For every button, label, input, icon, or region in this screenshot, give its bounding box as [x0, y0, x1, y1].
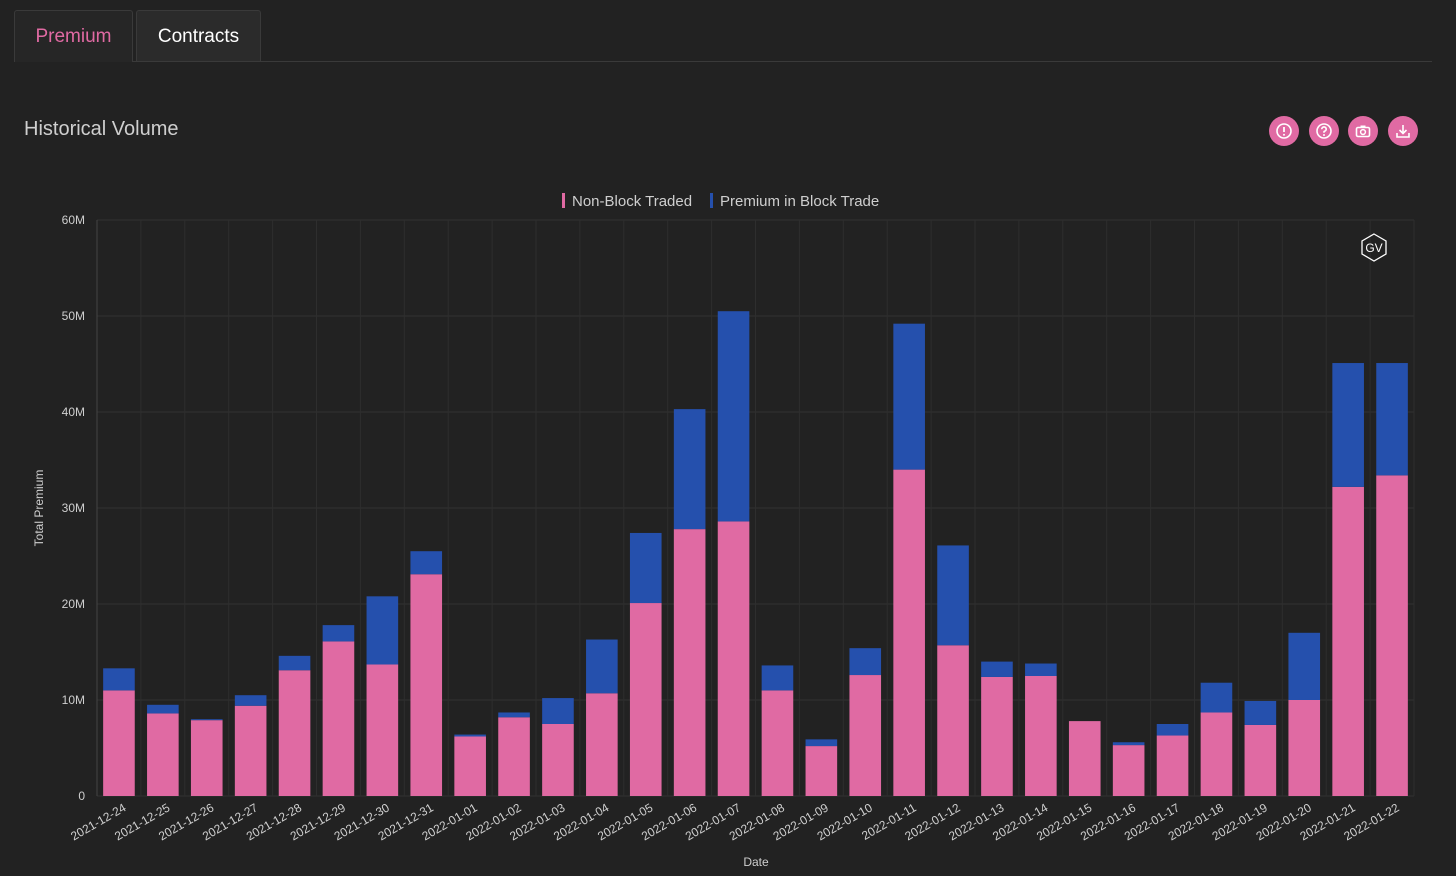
- bar-non-block[interactable]: [937, 645, 969, 796]
- bar-block-trade[interactable]: [454, 734, 486, 737]
- y-tick-label: 50M: [62, 309, 85, 323]
- bar-non-block[interactable]: [1376, 475, 1408, 796]
- bar-block-trade[interactable]: [1244, 700, 1277, 725]
- y-tick-label: 10M: [62, 693, 85, 707]
- bar-non-block[interactable]: [805, 746, 838, 796]
- bar-block-trade[interactable]: [761, 665, 794, 691]
- bar-non-block[interactable]: [849, 675, 882, 796]
- bar-block-trade[interactable]: [1156, 724, 1189, 736]
- tab-contracts[interactable]: Contracts: [136, 10, 261, 61]
- bar-block-trade[interactable]: [147, 704, 179, 714]
- legend-label-non-block[interactable]: Non-Block Traded: [572, 193, 692, 210]
- gridlines: [96, 219, 1415, 797]
- tab-premium[interactable]: Premium: [14, 10, 133, 62]
- bar-block-trade[interactable]: [234, 695, 267, 706]
- legend-swatch-block: [710, 193, 713, 208]
- gv-watermark: GV: [1361, 233, 1387, 262]
- bar-non-block[interactable]: [586, 693, 618, 796]
- bar-block-trade[interactable]: [805, 739, 838, 747]
- bar-block-trade[interactable]: [1112, 742, 1145, 746]
- y-tick-label: 20M: [62, 597, 85, 611]
- bar-block-trade[interactable]: [366, 596, 399, 665]
- bar-non-block[interactable]: [322, 641, 355, 796]
- y-axis-title: Total Premium: [32, 470, 46, 547]
- bar-non-block[interactable]: [190, 720, 223, 796]
- bar-non-block[interactable]: [1156, 735, 1189, 796]
- bar-non-block[interactable]: [1332, 486, 1364, 796]
- alert-icon[interactable]: [1269, 116, 1299, 146]
- bar-block-trade[interactable]: [190, 719, 223, 721]
- bar-block-trade[interactable]: [673, 409, 706, 530]
- legend: Non-Block Traded Premium in Block Trade: [562, 193, 879, 210]
- bar-block-trade[interactable]: [322, 625, 355, 642]
- watermark-text: GV: [1365, 241, 1382, 255]
- bar-block-trade[interactable]: [849, 648, 882, 676]
- chart-title: Historical Volume: [24, 118, 179, 140]
- bar-non-block[interactable]: [454, 736, 486, 796]
- x-axis-title: Date: [743, 855, 769, 869]
- bar-block-trade[interactable]: [498, 712, 530, 718]
- bar-block-trade[interactable]: [717, 311, 750, 522]
- bar-non-block[interactable]: [629, 603, 662, 796]
- bar-non-block[interactable]: [981, 676, 1013, 796]
- bar-block-trade[interactable]: [1025, 663, 1057, 676]
- bar-non-block[interactable]: [542, 724, 574, 796]
- bars: [103, 311, 1408, 796]
- camera-icon[interactable]: [1348, 116, 1378, 146]
- legend-swatch-non-block: [562, 193, 565, 208]
- help-icon[interactable]: [1309, 116, 1339, 146]
- bar-block-trade[interactable]: [981, 661, 1013, 677]
- bar-non-block[interactable]: [410, 574, 443, 796]
- y-tick-label: 60M: [62, 213, 85, 227]
- bar-block-trade[interactable]: [586, 639, 618, 694]
- y-tick-label: 30M: [62, 501, 85, 515]
- bar-non-block[interactable]: [1244, 724, 1277, 796]
- bar-non-block[interactable]: [1200, 712, 1233, 796]
- bar-block-trade[interactable]: [893, 323, 925, 470]
- x-tick-labels: 2021-12-242021-12-252021-12-262021-12-27…: [68, 800, 1402, 843]
- bar-block-trade[interactable]: [1288, 632, 1321, 700]
- tab-bar: Premium Contracts: [14, 10, 1432, 62]
- bar-non-block[interactable]: [1068, 721, 1101, 796]
- bar-block-trade[interactable]: [937, 545, 969, 646]
- download-icon[interactable]: [1388, 116, 1418, 146]
- bar-non-block[interactable]: [234, 705, 267, 796]
- bar-block-trade[interactable]: [629, 532, 662, 604]
- bar-non-block[interactable]: [366, 664, 399, 796]
- y-tick-label: 0: [78, 789, 85, 803]
- bar-block-trade[interactable]: [1332, 363, 1364, 487]
- bar-non-block[interactable]: [673, 529, 706, 796]
- bar-non-block[interactable]: [717, 521, 750, 796]
- bar-non-block[interactable]: [498, 717, 530, 796]
- bar-block-trade[interactable]: [278, 655, 311, 671]
- bar-non-block[interactable]: [761, 690, 794, 796]
- bar-block-trade[interactable]: [542, 698, 574, 724]
- bar-block-trade[interactable]: [1200, 682, 1233, 713]
- bar-block-trade[interactable]: [410, 551, 443, 575]
- bar-block-trade[interactable]: [1376, 363, 1408, 476]
- bar-block-trade[interactable]: [103, 668, 135, 691]
- legend-label-block[interactable]: Premium in Block Trade: [720, 193, 879, 210]
- bar-non-block[interactable]: [893, 469, 925, 796]
- y-tick-labels: 0 10M 20M 30M 40M 50M 60M: [62, 213, 86, 803]
- bar-non-block[interactable]: [1025, 676, 1057, 796]
- bar-non-block[interactable]: [1112, 745, 1145, 796]
- bar-non-block[interactable]: [103, 690, 135, 796]
- bar-non-block[interactable]: [147, 713, 179, 796]
- bar-non-block[interactable]: [1288, 700, 1321, 796]
- y-tick-label: 40M: [62, 405, 85, 419]
- bar-non-block[interactable]: [278, 670, 311, 796]
